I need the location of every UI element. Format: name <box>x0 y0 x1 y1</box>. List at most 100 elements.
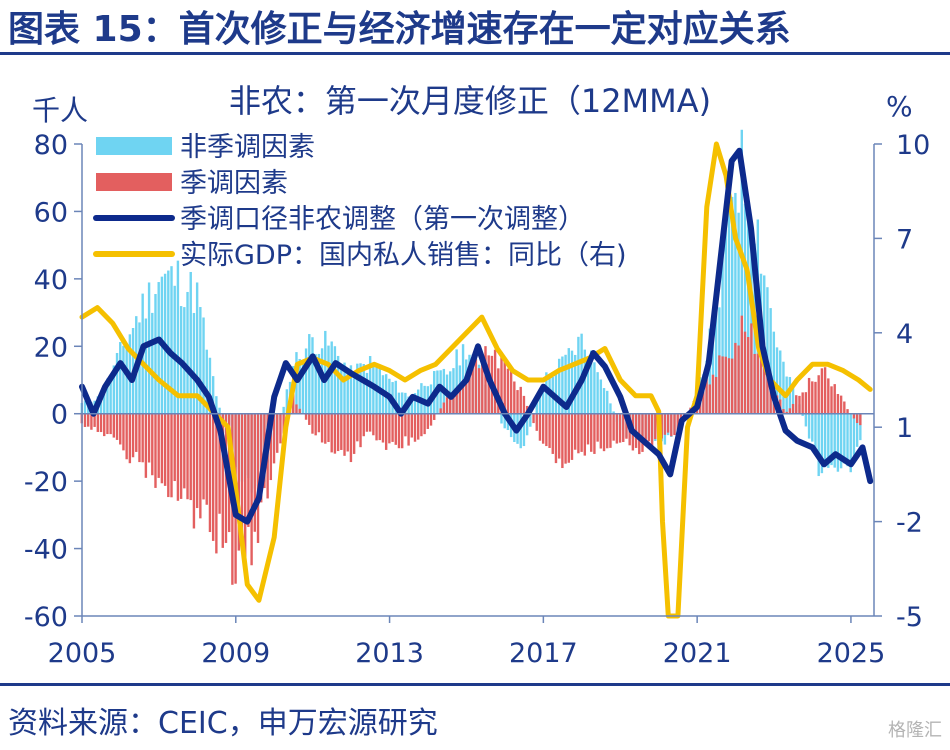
季调因素-bar <box>170 413 173 498</box>
非季调因素-bar <box>791 387 795 414</box>
季调因素-bar <box>189 413 192 501</box>
非季调因素-bar <box>839 413 843 469</box>
季调因素-bar <box>260 413 263 503</box>
季调因素-bar <box>352 413 356 454</box>
非季调因素-bar <box>535 401 538 414</box>
季调因素-bar <box>846 409 849 414</box>
季调因素-bar <box>272 413 276 464</box>
季调因素-bar <box>839 395 843 414</box>
季调因素-bar <box>452 393 455 414</box>
非季调因素-bar <box>859 413 862 441</box>
季调因素-bar <box>160 413 164 484</box>
非季调因素-bar <box>573 354 577 414</box>
季调因素-bar <box>407 413 410 446</box>
季调因素-bar <box>128 413 132 464</box>
非季调因素-bar <box>567 348 570 414</box>
季调因素-bar <box>807 377 811 414</box>
季调因素-bar <box>561 413 564 469</box>
季调因素-bar <box>333 413 337 454</box>
季调因素-bar <box>670 413 673 437</box>
非季调因素-bar <box>590 350 593 414</box>
非季调因素-bar <box>461 344 465 414</box>
非季调因素-bar <box>727 198 731 414</box>
非季调因素-bar <box>301 362 305 414</box>
季调因素-bar <box>324 413 327 444</box>
季调因素-bar <box>356 413 359 442</box>
非季调因素-bar <box>804 413 808 427</box>
季调因素-bar <box>154 413 157 488</box>
季调因素-bar <box>115 413 119 440</box>
footer-rule <box>0 683 950 686</box>
季调因素-bar <box>308 413 311 425</box>
季调因素-bar <box>157 413 160 478</box>
季调因素-bar <box>801 392 804 414</box>
季调因素-bar <box>404 413 407 437</box>
季调因素-bar <box>413 413 417 442</box>
非季调因素-bar <box>324 330 327 414</box>
季调因素-bar <box>788 408 792 414</box>
非季调因素-bar <box>849 413 852 473</box>
季调因素-bar <box>766 375 769 414</box>
季调因素-bar <box>183 413 186 489</box>
非季调因素-bar <box>327 345 330 414</box>
季调因素-bar <box>750 323 753 414</box>
right-axis-unit: % <box>886 90 913 123</box>
季调因素-bar <box>144 413 148 478</box>
季调因素-bar <box>304 413 308 420</box>
季调因素-bar <box>368 413 372 432</box>
季调因素-bar <box>410 413 413 438</box>
非季调因素-bar <box>788 377 792 414</box>
季调因素-bar <box>314 413 317 436</box>
非季调因素-bar <box>525 413 529 436</box>
季调因素-bar <box>753 353 756 414</box>
季调因素-bar <box>340 413 343 450</box>
季调因素-bar <box>855 413 859 423</box>
季调因素-bar <box>119 413 122 445</box>
非季调因素-bar <box>852 413 856 457</box>
非季调因素-bar <box>561 356 564 414</box>
季调因素-bar <box>384 413 388 450</box>
季调因素-bar <box>195 413 199 509</box>
非季调因素-bar <box>410 395 413 414</box>
非季调因素-bar <box>807 413 811 439</box>
非季调因素-bar <box>119 342 122 414</box>
季调因素-bar <box>615 413 619 444</box>
季调因素-bar <box>192 413 196 529</box>
非季调因素-bar <box>503 413 506 429</box>
季调因素-bar <box>506 368 510 414</box>
非季调因素-bar <box>814 413 817 453</box>
季调因素-bar <box>320 413 324 443</box>
非季调因素-bar <box>314 354 317 414</box>
left-tick-label: 20 <box>34 332 68 363</box>
非季调因素-bar <box>823 413 827 468</box>
季调因素-bar <box>590 413 593 452</box>
季调因素-bar <box>346 413 349 452</box>
legend-swatch <box>96 137 172 155</box>
季调因素-bar <box>785 411 788 414</box>
非季调因素-bar <box>112 365 116 414</box>
非季调因素-bar <box>779 350 782 414</box>
非季调因素-bar <box>211 376 215 414</box>
季调因素-bar <box>702 382 705 414</box>
非季调因素-bar <box>599 379 603 414</box>
page-title: 图表 15：首次修正与经济增速存在一定对应关系 <box>8 9 791 50</box>
季调因素-bar <box>554 413 558 464</box>
季调因素-bar <box>708 384 711 414</box>
非季调因素-bar <box>183 307 186 414</box>
季调因素-bar <box>817 375 820 414</box>
季调因素-bar <box>215 413 218 554</box>
季调因素-bar <box>417 413 420 440</box>
非季调因素-bar <box>330 341 333 414</box>
季调因素-bar <box>211 413 215 541</box>
非季调因素-bar <box>343 362 346 414</box>
季调因素-bar <box>493 349 497 414</box>
季调因素-bar <box>298 408 301 414</box>
季调因素-bar <box>141 413 144 463</box>
非季调因素-bar <box>855 413 859 447</box>
季调因素-bar <box>240 413 244 541</box>
非季调因素-bar <box>846 413 849 467</box>
right-tick-label: -5 <box>896 602 923 633</box>
非季调因素-bar <box>106 378 109 414</box>
非季调因素-bar <box>721 255 724 414</box>
